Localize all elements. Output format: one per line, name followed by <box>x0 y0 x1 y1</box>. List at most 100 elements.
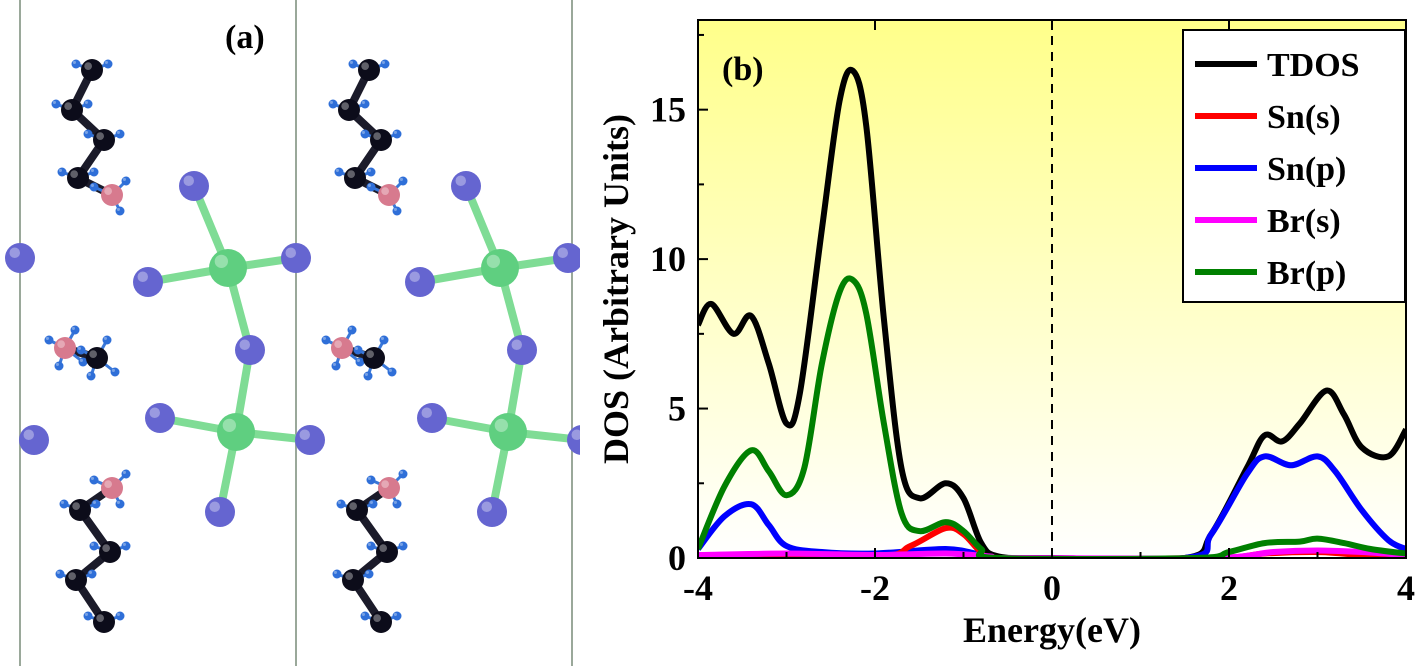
hydrogen-atom <box>334 167 344 177</box>
bromine-atom <box>5 243 35 273</box>
hydrogen-atom-highlight <box>84 100 89 105</box>
bromine-atom <box>295 425 325 455</box>
hydrogen-atom <box>89 167 99 177</box>
hydrogen-atom-highlight <box>399 177 403 181</box>
hydrogen-atom <box>115 499 125 509</box>
carbon-atom-highlight <box>72 502 80 510</box>
nitrogen-atom-highlight <box>104 187 112 195</box>
hydrogen-atom-highlight <box>122 177 127 181</box>
carbon-atom <box>99 541 121 563</box>
x-axis-label: Energy(eV) <box>963 610 1141 650</box>
panel-b-label: (b) <box>722 51 764 88</box>
hydrogen-atom-highlight <box>367 542 371 546</box>
hydrogen-atom-highlight <box>349 60 353 64</box>
carbon-atom-highlight <box>102 544 110 553</box>
hydrogen-atom-highlight <box>90 183 95 187</box>
tin-atom-highlight <box>486 254 500 268</box>
carbon-atom-highlight <box>96 614 104 623</box>
carbon-atom <box>342 569 364 591</box>
hydrogen-atom <box>70 325 80 335</box>
hydrogen-atom <box>360 611 370 621</box>
bromine-atom <box>405 267 435 297</box>
hydrogen-atom <box>366 475 376 485</box>
carbon-atom <box>67 167 89 189</box>
hydrogen-atom-highlight <box>361 100 365 105</box>
hydrogen-atom-highlight <box>116 612 121 616</box>
hydrogen-atom <box>360 99 370 109</box>
hydrogen-atom <box>121 176 131 186</box>
hydrogen-atom <box>86 371 96 381</box>
bromine-atom-highlight <box>557 247 568 258</box>
bromine-atom-highlight <box>511 339 522 350</box>
carbon-atom <box>346 499 368 521</box>
bromine-atom-highlight <box>209 501 220 512</box>
hydrogen-atom-highlight <box>322 336 326 340</box>
legend-label: Br(p) <box>1267 255 1346 292</box>
hydrogen-atom-highlight <box>88 570 93 574</box>
hydrogen-atom-highlight <box>60 500 64 504</box>
hydrogen-atom-highlight <box>58 168 62 172</box>
hydrogen-atom-highlight <box>388 368 392 372</box>
hydrogen-atom <box>392 129 402 139</box>
bromine-atom-highlight <box>421 407 432 418</box>
tin-atom-highlight <box>214 254 229 268</box>
carbon-atom-highlight <box>366 350 374 358</box>
hydrogen-atom-highlight <box>399 542 403 546</box>
y-tick-label: 5 <box>668 389 686 429</box>
x-tick-label: 0 <box>1043 568 1061 608</box>
hydrogen-atom-highlight <box>367 183 371 187</box>
crystal-structure-panel: (a) <box>0 0 597 666</box>
hydrogen-atom <box>366 167 376 177</box>
hydrogen-atom-highlight <box>335 168 339 172</box>
nitrogen-atom <box>54 337 76 359</box>
hydrogen-atom <box>332 569 342 579</box>
hydrogen-atom-highlight <box>381 60 385 64</box>
hydrogen-atom <box>55 569 65 579</box>
bromine-atom <box>507 335 537 365</box>
hydrogen-atom-highlight <box>71 326 76 330</box>
carbon-atom <box>86 347 108 369</box>
hydrogen-atom-highlight <box>380 336 384 340</box>
bromine-atom-highlight <box>481 501 492 512</box>
hydrogen-atom <box>392 206 402 216</box>
hydrogen-atom <box>76 345 86 355</box>
hydrogen-atom <box>54 361 64 371</box>
hydrogen-atom-highlight <box>45 336 49 340</box>
nitrogen-atom-highlight <box>381 187 389 195</box>
legend-label: Sn(s) <box>1267 99 1341 136</box>
hydrogen-atom-highlight <box>111 368 116 372</box>
hydrogen-atom-highlight <box>92 500 97 504</box>
y-tick-label: 15 <box>650 90 686 130</box>
hydrogen-atom-highlight <box>90 476 95 480</box>
hydrogen-atom-highlight <box>77 346 82 350</box>
carbon-atom-highlight <box>89 350 97 358</box>
hydrogen-atom <box>368 499 378 509</box>
nitrogen-atom <box>331 337 353 359</box>
tin-atom-highlight <box>222 418 237 432</box>
hydrogen-atom-highlight <box>103 336 108 340</box>
bromine-atom-highlight <box>183 175 194 186</box>
nitrogen-atom <box>101 477 123 499</box>
bromine-atom-highlight <box>409 271 420 282</box>
hydrogen-atom <box>115 611 125 621</box>
series-line-br-p <box>698 275 1406 558</box>
hydrogen-atom <box>87 569 97 579</box>
hydrogen-atom-highlight <box>90 542 95 546</box>
hydrogen-atom <box>83 611 93 621</box>
hydrogen-atom <box>89 541 99 551</box>
carbon-atom <box>363 347 385 369</box>
hydrogen-atom-highlight <box>393 130 397 134</box>
nitrogen-atom-highlight <box>57 340 65 348</box>
hydrogen-atom <box>366 541 376 551</box>
hydrogen-atom <box>379 335 389 345</box>
bromine-atom <box>133 267 163 297</box>
y-axis-label: DOS (Arbitrary Units) <box>596 114 636 464</box>
hydrogen-atom <box>392 499 402 509</box>
carbon-atom-highlight <box>373 132 381 140</box>
tin-atom <box>489 413 527 451</box>
legend-label: TDOS <box>1267 47 1360 84</box>
hydrogen-atom-highlight <box>354 346 358 350</box>
nitrogen-atom <box>378 477 400 499</box>
carbon-atom-highlight <box>96 132 104 140</box>
hydrogen-atom-highlight <box>116 207 121 211</box>
